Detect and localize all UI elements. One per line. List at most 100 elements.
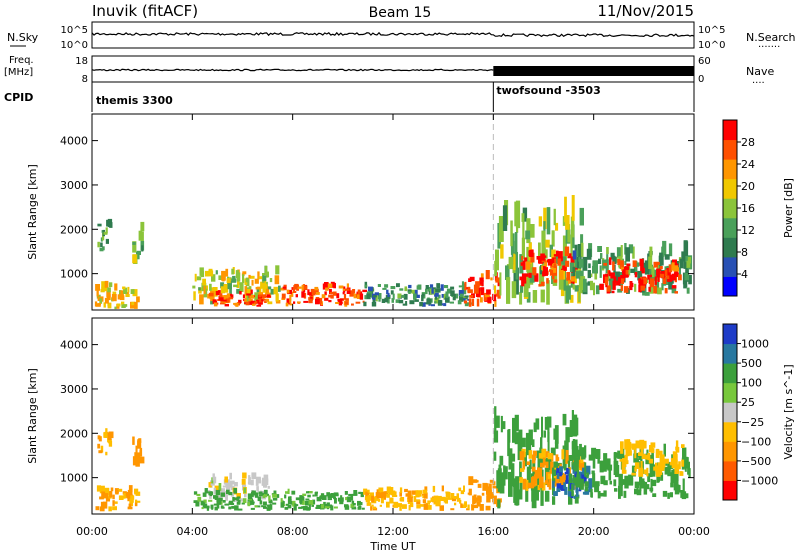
scatter-cell: [642, 277, 647, 285]
scatter-cell: [123, 492, 126, 499]
x-tick-label: 04:00: [176, 525, 208, 538]
scatter-cell: [374, 292, 379, 296]
scatter-cell: [356, 294, 361, 299]
scatter-cell: [234, 497, 239, 501]
colorbar-band: [723, 159, 737, 180]
scatter-cell: [565, 450, 569, 458]
scatter-cell: [519, 285, 524, 293]
scatter-cell: [531, 477, 534, 484]
scatter-cell: [114, 501, 118, 504]
scatter-cell: [464, 281, 467, 291]
scatter-cell: [235, 270, 239, 279]
freq-unit: [MHz]: [4, 67, 33, 78]
scatter-cell: [599, 460, 604, 473]
scatter-cell: [232, 497, 235, 502]
scatter-cell: [667, 492, 670, 499]
scatter-cell: [641, 267, 645, 274]
scatter-cell: [192, 285, 196, 289]
scatter-cell: [613, 255, 616, 263]
scatter-cell: [401, 294, 405, 298]
scatter-cell: [306, 507, 311, 511]
scatter-cell: [456, 493, 459, 500]
scatter-cell: [111, 294, 117, 302]
scatter-cell: [203, 499, 207, 504]
scatter-cell: [653, 261, 658, 268]
scatter-cell: [498, 464, 502, 472]
scatter-cell: [445, 291, 449, 298]
scatter-cell: [372, 299, 376, 306]
scatter-cell: [479, 281, 482, 285]
scatter-cell: [534, 273, 539, 281]
scatter-cell: [647, 452, 651, 461]
scatter-cell: [679, 258, 684, 269]
scatter-cell: [285, 491, 289, 494]
scatter-cell: [202, 503, 208, 509]
scatter-cell: [103, 302, 106, 308]
scatter-cell: [643, 440, 647, 449]
scatter-cell: [416, 504, 421, 509]
scatter-cell: [450, 493, 455, 499]
scatter-cell: [257, 271, 260, 280]
scatter-cell: [531, 475, 535, 502]
scatter-cell: [573, 266, 578, 272]
scatter-cell: [262, 275, 267, 282]
scatter-cell: [578, 292, 581, 302]
scatter-cell: [537, 468, 542, 479]
scatter-cell: [246, 294, 251, 302]
scatter-cell: [107, 287, 111, 293]
scatter-cell: [543, 221, 546, 231]
scatter-cell: [532, 457, 536, 475]
scatter-cell: [508, 448, 513, 470]
scatter-cell: [371, 495, 375, 503]
scatter-cell: [468, 488, 472, 496]
scatter-cell: [449, 301, 454, 304]
scatter-cell: [233, 302, 238, 305]
noise-left-tick-top: 10^5: [61, 25, 88, 36]
scatter-cell: [529, 260, 534, 285]
scatter-cell: [625, 247, 630, 262]
scatter-cell: [605, 259, 609, 274]
scatter-cell: [533, 422, 537, 433]
scatter-cell: [349, 294, 353, 297]
colorbar-tick-label: 12: [741, 224, 755, 237]
scatter-cell: [625, 448, 630, 457]
scatter-cell: [256, 476, 261, 480]
scatter-cell: [678, 461, 681, 470]
colorbar-band: [723, 198, 737, 219]
scatter-cell: [342, 291, 345, 295]
scatter-cell: [565, 215, 570, 230]
freq-trace: [91, 68, 494, 72]
scatter-cell: [485, 505, 491, 511]
scatter-cell: [575, 485, 578, 493]
scatter-cell: [226, 481, 230, 487]
scatter-cell: [266, 292, 270, 296]
scatter-cell: [664, 458, 669, 464]
scatter-cell: [561, 449, 565, 460]
scatter-cell: [372, 507, 378, 511]
scatter-cell: [308, 504, 311, 510]
scatter-cell: [400, 497, 405, 502]
scatter-cell: [624, 439, 628, 449]
scatter-cell: [410, 502, 414, 508]
scatter-cell: [471, 298, 475, 306]
scatter-cell: [516, 267, 519, 295]
scatter-cell: [567, 285, 571, 300]
scatter-cell: [129, 495, 135, 500]
scatter-cell: [614, 465, 620, 478]
scatter-cell: [212, 287, 218, 297]
scatter-cell: [631, 472, 637, 476]
scatter-cell: [263, 502, 267, 505]
scatter-cell: [469, 295, 474, 298]
scatter-cell: [673, 272, 679, 277]
scatter-cell: [468, 476, 474, 486]
scatter-cell: [511, 453, 516, 462]
scatter-cell: [109, 491, 113, 498]
scatter-cell: [535, 418, 540, 430]
scatter-cell: [253, 302, 257, 305]
scatter-cell: [640, 461, 643, 470]
scatter-cell: [671, 277, 676, 281]
scatter-cell: [564, 246, 570, 256]
scatter-cell: [100, 501, 105, 510]
scatter-cell: [488, 483, 492, 492]
scatter-cell: [290, 291, 294, 297]
